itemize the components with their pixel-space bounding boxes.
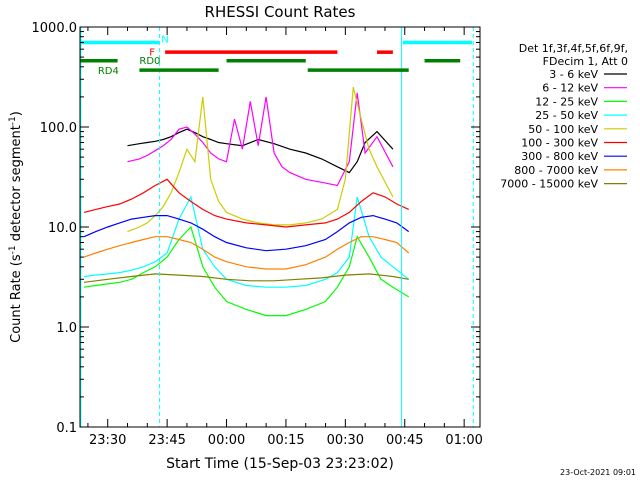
- flag-label-rd0: RD0: [139, 56, 160, 67]
- series-line-800-7000-kev: [83, 236, 410, 270]
- y-axis-label-sup1: -1: [8, 245, 18, 254]
- y-tick-label-0-1: 0.1: [56, 421, 77, 436]
- y-tick-label-1-0: 1.0: [56, 321, 77, 336]
- flag-label-f: F: [149, 47, 155, 58]
- legend-label-7000-15000-kev: 7000 - 15000 keV: [500, 178, 598, 191]
- y-tick-label-100-0: 100.0: [40, 121, 77, 136]
- footer-date: 23-Oct-2021 09:01: [560, 468, 636, 477]
- y-axis-label-main: Count Rate (s: [9, 254, 24, 343]
- legend-label-50-100-kev: 50 - 100 keV: [528, 123, 598, 136]
- series-line-6-12-kev: [127, 92, 394, 187]
- x-axis-label: Start Time (15-Sep-03 23:23:02): [166, 456, 394, 472]
- y-tick-label-1000-0: 1000.0: [32, 21, 78, 36]
- legend-label-25-50-kev: 25 - 50 keV: [535, 109, 598, 122]
- x-tick-label-23-30: 23:30: [89, 433, 126, 448]
- x-tick-label-00-15: 00:15: [267, 433, 304, 448]
- y-axis-label-end: ): [9, 111, 24, 116]
- series-line-7000-15000-kev: [83, 273, 409, 283]
- legend: Det 1f,3f,4f,5f,6f,9f, FDecim 1, Att 0 3…: [500, 42, 628, 191]
- flag-label-n: N: [161, 34, 168, 45]
- legend-label-3-6-kev: 3 - 6 keV: [549, 68, 598, 81]
- series-line-50-100-kev: [127, 87, 394, 233]
- legend-label-6-12-kev: 6 - 12 keV: [542, 82, 598, 95]
- legend-label-300-800-kev: 300 - 800 keV: [521, 150, 598, 163]
- legend-header-line-2: FDecim 1, Att 0: [543, 55, 628, 68]
- x-tick-label-00-00: 00:00: [208, 433, 245, 448]
- series-line-100-300-kev: [83, 178, 409, 228]
- chart-title: RHESSI Count Rates: [205, 3, 356, 21]
- series-line-12-25-kev: [83, 225, 410, 317]
- y-tick-label-10-0: 10.0: [48, 221, 77, 236]
- legend-label-100-300-kev: 100 - 300 keV: [521, 137, 598, 150]
- series-line-300-800-kev: [83, 214, 410, 252]
- y-axis-label-sup2: -1: [8, 116, 18, 125]
- x-tick-label-00-30: 00:30: [327, 433, 364, 448]
- series-layer: [83, 87, 410, 317]
- tick-layer: 23:30 23:45 00:00 00:15 00:30 00:45 01:00 0.1 1.…: [32, 21, 483, 448]
- y-axis-label: Count Rate (s-1 detector segment-1): [8, 111, 24, 343]
- flag-label-rd4: RD4: [98, 66, 119, 77]
- legend-header-line-1: Det 1f,3f,4f,5f,6f,9f,: [519, 42, 628, 55]
- y-axis-label-mid: detector segment: [9, 125, 24, 245]
- legend-label-12-25-kev: 12 - 25 keV: [535, 95, 598, 108]
- x-tick-label-00-45: 00:45: [386, 433, 423, 448]
- series-line-3-6-kev: [127, 128, 394, 174]
- x-tick-label-23-45: 23:45: [148, 433, 185, 448]
- legend-label-800-7000-kev: 800 - 7000 keV: [514, 164, 598, 177]
- x-tick-label-01-00: 01:00: [445, 433, 482, 448]
